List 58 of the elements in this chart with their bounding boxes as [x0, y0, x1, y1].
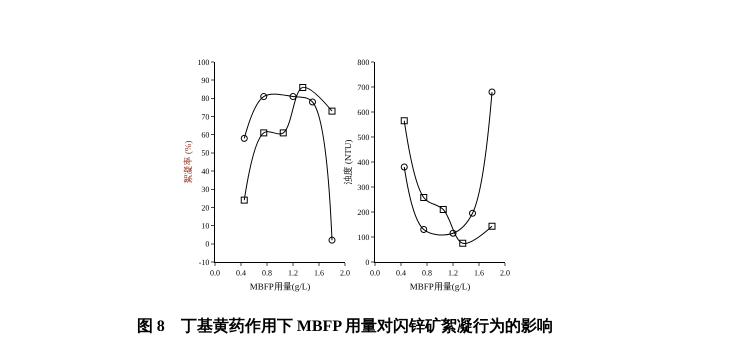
y-tick-label: 60	[201, 130, 210, 140]
y-tick-label: 80	[201, 94, 210, 104]
point	[328, 236, 336, 244]
point	[260, 93, 268, 100]
x-tick-label: 0.4	[396, 268, 406, 278]
point	[328, 108, 336, 115]
x-tick-label: 0.4	[236, 268, 246, 278]
x-tick-label: 0.8	[262, 268, 272, 278]
point	[400, 117, 408, 124]
x-tick-label: 1.6	[474, 268, 484, 278]
x-tick-label: 1.6	[314, 268, 324, 278]
y-tick-label: -10	[198, 258, 210, 267]
y-tick-label: 40	[201, 166, 210, 176]
x-axis-title: MBFP用量(g/L)	[410, 281, 470, 292]
point	[299, 84, 306, 91]
x-axis-title: MBFP用量(g/L)	[250, 281, 310, 292]
y-tick-label: 30	[201, 185, 210, 194]
point	[420, 226, 428, 233]
y-tick-label: 0	[205, 240, 210, 249]
point	[420, 194, 428, 201]
y-tick-label: 10	[201, 221, 210, 230]
x-tick-label: 0.0	[210, 268, 220, 278]
y-tick-label: 200	[357, 208, 370, 217]
point	[240, 134, 248, 142]
point	[488, 88, 496, 96]
y-tick-label: 20	[201, 203, 210, 212]
y-axis-title: 浊度 (NTU)	[342, 140, 353, 184]
point	[400, 164, 408, 170]
x-tick-label: 0.8	[422, 268, 432, 278]
point	[309, 98, 316, 106]
y-tick-label: 300	[357, 182, 370, 192]
x-tick-label: 2.0	[340, 268, 350, 278]
point	[260, 129, 268, 136]
point	[459, 240, 466, 247]
y-tick-label: 100	[197, 58, 210, 67]
x-tick-label: 1.2	[288, 268, 298, 278]
y-axis-title: 絮凝率 (%)	[182, 140, 193, 184]
y-tick-label: 50	[201, 148, 210, 158]
point	[290, 93, 296, 100]
x-tick-label: 0.0	[370, 268, 380, 278]
y-tick-label: 800	[357, 58, 370, 67]
y-tick-label: 500	[357, 132, 370, 142]
y-tick-label: 600	[357, 108, 370, 117]
y-tick-label: 0	[365, 258, 370, 267]
x-tick-label: 2.0	[500, 268, 510, 278]
y-tick-label: 70	[201, 112, 210, 122]
point	[440, 206, 447, 213]
x-tick-label: 1.2	[448, 268, 458, 278]
point	[450, 230, 456, 237]
y-tick-label: 90	[201, 76, 210, 85]
y-tick-label: 700	[357, 82, 370, 92]
point	[469, 210, 476, 217]
y-tick-label: 400	[357, 158, 370, 167]
caption: 图 8 丁基黄药作用下 MBFP 用量对闪锌矿絮凝行为的影响	[136, 316, 554, 337]
point	[280, 129, 287, 136]
point	[240, 196, 248, 204]
y-tick-label: 100	[357, 232, 370, 242]
point	[488, 222, 496, 230]
